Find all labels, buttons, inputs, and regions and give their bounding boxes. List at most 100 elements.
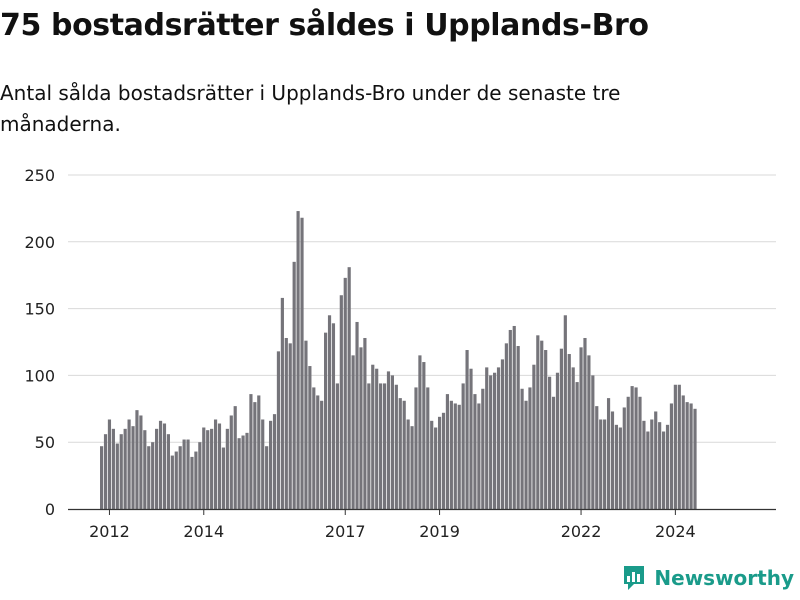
bar <box>661 431 666 509</box>
bar <box>324 332 328 509</box>
bar <box>190 456 194 509</box>
bar <box>237 438 241 509</box>
bar <box>689 403 693 509</box>
bar <box>221 447 226 509</box>
bar <box>591 375 595 509</box>
bar <box>575 382 579 509</box>
bar <box>320 400 324 509</box>
bar <box>520 388 524 509</box>
bar <box>595 406 599 509</box>
bar <box>434 427 438 509</box>
bar <box>371 364 375 509</box>
bar <box>155 428 159 509</box>
bar <box>327 315 332 509</box>
bar <box>402 400 406 509</box>
y-tick-label: 50 <box>35 433 55 452</box>
bar <box>441 412 446 509</box>
bar <box>646 431 650 509</box>
bar <box>398 398 402 509</box>
bar <box>174 451 178 509</box>
bar <box>331 323 336 509</box>
bar <box>131 426 135 509</box>
bar <box>665 424 670 509</box>
page-subtitle: Antal sålda bostadsrätter i Upplands-Bro… <box>0 81 621 136</box>
bar <box>493 372 497 509</box>
bar <box>170 455 174 509</box>
bar <box>469 368 473 509</box>
bar <box>524 400 528 509</box>
bar <box>261 419 265 509</box>
y-tick-label: 0 <box>45 500 55 519</box>
bar <box>603 419 607 509</box>
bar <box>489 375 493 509</box>
bar <box>410 426 414 509</box>
bar <box>182 439 186 509</box>
bar <box>386 371 391 509</box>
y-tick-label: 250 <box>24 166 55 185</box>
bar <box>375 368 379 509</box>
x-tick-label: 2019 <box>419 522 460 541</box>
bar <box>217 423 222 509</box>
bar <box>363 337 367 509</box>
bar <box>127 419 131 509</box>
bar <box>343 277 347 509</box>
bar <box>654 411 658 509</box>
bar <box>457 404 461 509</box>
bar <box>103 434 108 509</box>
bar <box>107 419 112 509</box>
bar <box>143 430 147 509</box>
bar <box>587 355 591 509</box>
bar <box>430 420 434 509</box>
bar <box>555 372 560 509</box>
bar <box>567 354 571 509</box>
bar <box>123 428 127 509</box>
annotation-label: 75 <box>696 150 718 155</box>
bar <box>559 348 563 509</box>
bar <box>508 329 512 509</box>
bar <box>414 387 418 509</box>
bar <box>265 446 269 509</box>
bar <box>158 420 163 509</box>
bar <box>630 386 634 509</box>
bar <box>186 439 190 509</box>
bar <box>198 442 202 509</box>
y-tick-label: 100 <box>24 366 55 385</box>
bar <box>496 367 501 509</box>
bar <box>335 383 339 509</box>
bar <box>563 315 567 509</box>
bar <box>355 321 359 509</box>
bar <box>394 384 398 509</box>
bar-layer <box>100 211 697 509</box>
bar <box>135 410 139 509</box>
bar <box>284 337 288 509</box>
bar <box>194 451 198 509</box>
bar <box>288 343 292 509</box>
bar <box>681 395 685 509</box>
bar <box>268 420 273 509</box>
bar <box>292 261 296 509</box>
bar <box>642 420 646 509</box>
bar <box>504 343 508 509</box>
page-title: 75 bostadsrätter såldes i Upplands-Bro <box>0 8 649 43</box>
bar <box>599 419 603 509</box>
bar <box>516 346 520 509</box>
bar <box>151 442 155 509</box>
bar <box>461 383 465 509</box>
bar <box>100 446 104 509</box>
x-tick-label: 2022 <box>561 522 602 541</box>
bar <box>650 419 654 509</box>
bar <box>202 427 206 509</box>
bar <box>437 416 442 509</box>
bar <box>485 367 489 509</box>
bar <box>528 387 532 509</box>
bar <box>162 423 167 509</box>
bar <box>213 419 218 509</box>
axis-layer: 0 50 100 150 200 250 2012 2014 2017 2019 2022 2024 <box>24 166 776 541</box>
bar <box>477 403 481 509</box>
bar <box>540 340 544 509</box>
bar <box>347 267 351 509</box>
bar <box>339 295 343 509</box>
bar <box>206 430 210 509</box>
bar <box>669 403 674 509</box>
label-layer: 75 <box>696 150 718 155</box>
